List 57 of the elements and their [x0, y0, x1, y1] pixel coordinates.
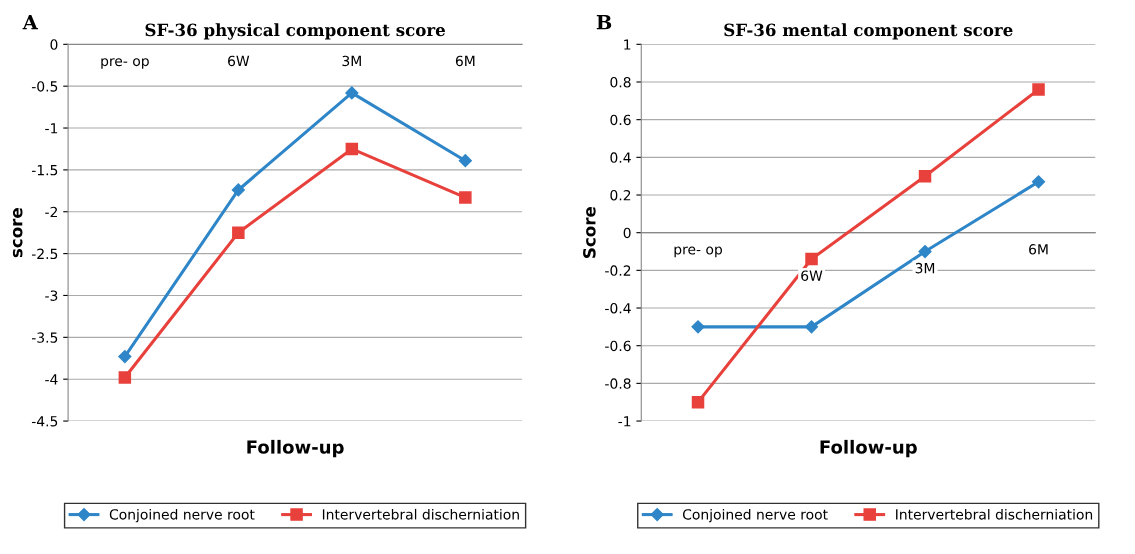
legend-label: Intervertebral discherniation — [896, 508, 1093, 520]
point — [691, 395, 705, 409]
y-tick-label: -4.5 — [31, 416, 58, 427]
point — [804, 320, 819, 334]
y-axis-title: score — [12, 208, 23, 258]
chart-title: SF-36 physical component score — [145, 23, 445, 40]
y-tick-label: -0.2 — [605, 265, 631, 276]
text: A — [22, 15, 39, 30]
point — [918, 244, 932, 259]
legend-label: Conjoined nerve root — [682, 508, 828, 523]
y-tick-label: 0.2 — [610, 189, 631, 201]
y-tick-label: -2.5 — [31, 248, 58, 260]
y-tick-label: 0.6 — [610, 114, 631, 126]
x-tick-label: 3M — [915, 262, 935, 274]
y-tick-label: -1.5 — [31, 165, 58, 176]
y-tick-label: -0.8 — [605, 378, 631, 389]
legend-label: Intervertebral discherniation — [322, 508, 519, 520]
point — [118, 371, 132, 384]
y-tick-label: -4 — [45, 374, 58, 385]
point — [345, 142, 359, 156]
y-tick-label: -3.5 — [31, 332, 58, 343]
point — [232, 226, 245, 239]
x-tick-label: 6M — [455, 55, 475, 67]
y-tick-label: -2 — [45, 206, 57, 218]
x-tick-label: pre- op — [101, 58, 149, 69]
point — [1031, 175, 1046, 189]
y-axis-title: Score — [583, 207, 596, 258]
y-tick-label: 0 — [50, 39, 58, 50]
point — [118, 349, 132, 364]
text: B — [596, 15, 612, 30]
point — [918, 169, 932, 183]
y-tick-label: 1 — [624, 39, 631, 50]
x-tick-label: pre- op — [674, 246, 723, 258]
point — [458, 154, 472, 168]
x-tick-label: 6M — [1029, 244, 1048, 255]
x-axis-title: Follow-up — [247, 439, 344, 458]
y-tick-label: 0 — [623, 227, 631, 239]
point — [231, 183, 245, 197]
legend-label: Conjoined nerve root — [109, 508, 255, 523]
y-tick-label: -0.6 — [605, 340, 631, 352]
point — [1032, 83, 1045, 96]
y-tick-label: -3 — [45, 290, 58, 301]
x-tick-label: 6W — [801, 270, 823, 281]
chart-title: SF-36 mental component score — [724, 23, 1013, 40]
y-tick-label: -0.4 — [605, 302, 631, 314]
point — [691, 320, 705, 334]
point — [805, 252, 818, 266]
point — [459, 191, 472, 204]
y-tick-label: 0.8 — [610, 76, 631, 88]
x-axis-title: Follow-up — [820, 439, 917, 458]
y-tick-label: -1 — [618, 416, 631, 427]
x-tick-label: 3M — [342, 55, 361, 67]
y-tick-label: 0.4 — [610, 152, 631, 163]
y-tick-label: -0.5 — [31, 81, 58, 92]
y-tick-label: -1 — [45, 123, 58, 134]
point — [345, 86, 359, 100]
x-tick-label: 6W — [228, 55, 250, 67]
